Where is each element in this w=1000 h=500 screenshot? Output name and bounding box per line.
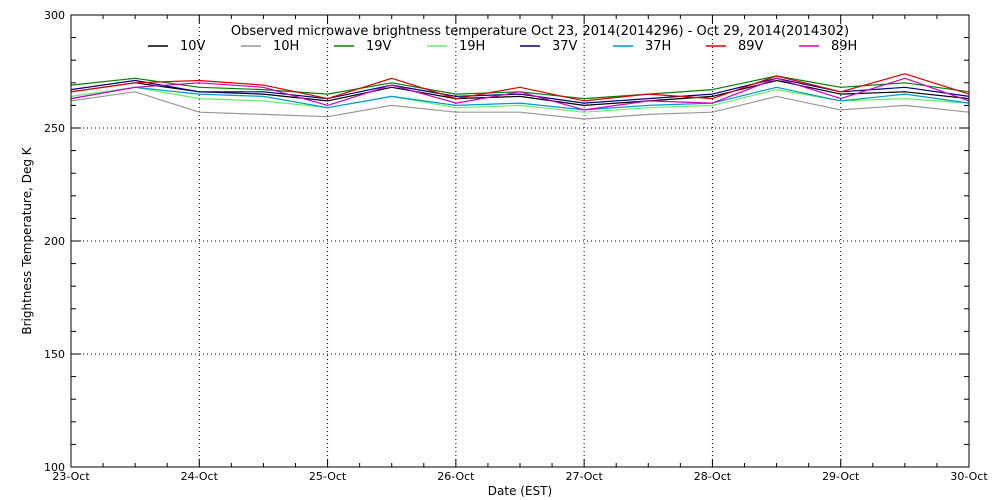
x-axis-title: Date (EST) xyxy=(488,484,552,498)
series-line-10v xyxy=(70,79,970,107)
x-tick-labels: 23-Oct 24-Oct 25-Oct 26-Oct 27-Oct 28-Oct 29-O… xyxy=(52,470,988,483)
series-line-10h xyxy=(70,91,970,120)
legend-label-10v: 10V xyxy=(180,39,206,54)
legend: 10V 10H 19V 19H 37V 37H 89V 89H xyxy=(148,39,857,54)
legend-label-37v: 37V xyxy=(552,39,578,54)
x-tick-label: 23-Oct xyxy=(52,470,90,483)
legend-label-19v: 19V xyxy=(366,39,392,54)
series-line-89h xyxy=(70,77,970,111)
y-tick-label: 250 xyxy=(44,122,65,135)
x-tick-label: 26-Oct xyxy=(437,470,475,483)
y-tick-label: 150 xyxy=(44,348,65,361)
legend-label-37h: 37H xyxy=(645,39,671,54)
x-tick-label: 28-Oct xyxy=(694,470,732,483)
y-tick-label: 100 xyxy=(44,461,65,474)
series-line-37h xyxy=(70,86,970,111)
grid-lines xyxy=(71,15,969,467)
series-line-37v xyxy=(70,77,970,104)
chart-title: Observed microwave brightness temperatur… xyxy=(231,24,849,39)
legend-label-19h: 19H xyxy=(459,39,485,54)
y-tick-label: 200 xyxy=(44,235,65,248)
legend-label-10h: 10H xyxy=(273,39,299,54)
x-tick-label: 30-Oct xyxy=(950,470,988,483)
x-tick-label: 29-Oct xyxy=(822,470,860,483)
legend-label-89h: 89H xyxy=(831,39,857,54)
y-tick-labels: 100 150 200 250 300 xyxy=(44,9,65,474)
series-layer xyxy=(70,73,970,120)
x-tick-label: 25-Oct xyxy=(309,470,347,483)
series-line-89v xyxy=(70,73,970,102)
x-tick-label: 24-Oct xyxy=(181,470,219,483)
x-tick-label: 27-Oct xyxy=(565,470,603,483)
y-tick-label: 300 xyxy=(44,9,65,22)
axis-ticks xyxy=(70,14,970,468)
series-line-19h xyxy=(70,86,970,113)
y-axis-title: Brightness Temperature, Deg K xyxy=(20,146,34,334)
legend-label-89v: 89V xyxy=(738,39,764,54)
